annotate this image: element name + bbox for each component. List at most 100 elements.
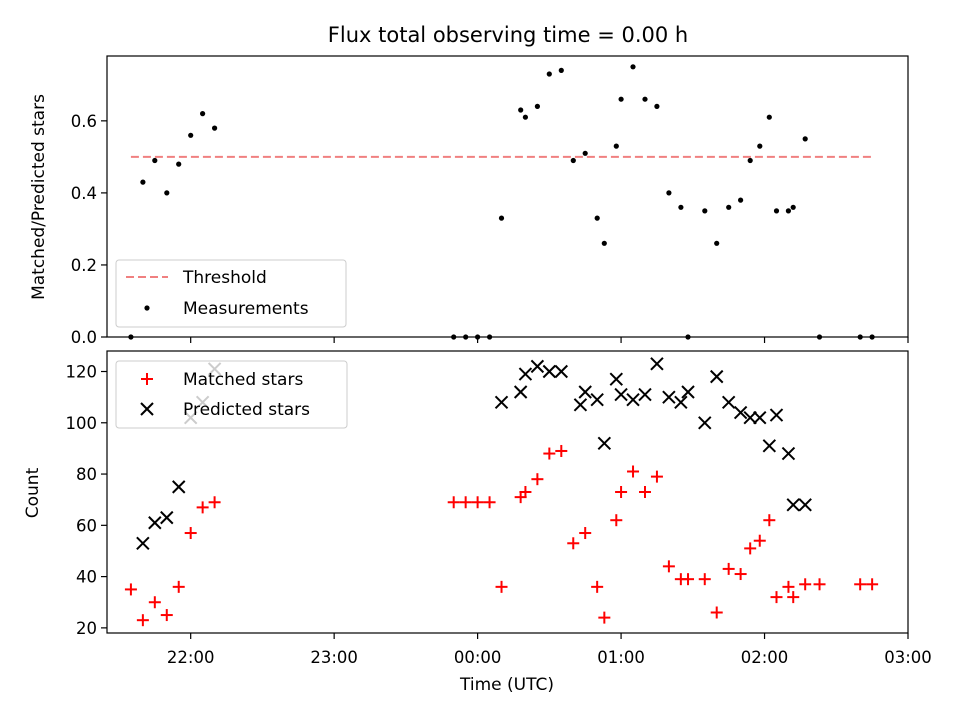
x-tick-label: 23:00: [310, 648, 358, 667]
measurement-point: [212, 125, 218, 131]
predicted-point: [781, 446, 796, 461]
measurement-point: [678, 204, 684, 210]
measurement-point: [582, 150, 588, 156]
matched-point: [615, 486, 628, 498]
predicted-point: [597, 436, 612, 450]
predicted-point: [798, 498, 812, 512]
matched-point: [555, 444, 568, 457]
predicted-point: [609, 372, 623, 386]
predicted-point: [614, 387, 628, 402]
count-y-ticks: 20 40 60 80 100 120: [66, 363, 107, 638]
measurement-point: [790, 204, 796, 210]
predicted-point: [554, 364, 569, 379]
matched-point: [196, 501, 209, 514]
matched-point: [710, 606, 723, 619]
measurement-point: [773, 208, 780, 214]
measurement-point: [654, 103, 660, 109]
matched-point: [184, 527, 197, 540]
x-tick-label: 22:00: [167, 648, 215, 667]
matched-point: [753, 534, 766, 547]
ratio-x-ticks: [190, 337, 909, 343]
measurement-point: [188, 132, 194, 138]
matched-point: [770, 591, 783, 604]
matched-point: [471, 496, 484, 509]
matched-point: [763, 514, 776, 527]
measurement-point: [164, 190, 170, 196]
legend-matched-swatch: [141, 373, 153, 385]
matched-point: [866, 578, 879, 591]
x-tick-label: 00:00: [454, 648, 502, 667]
measurement-point: [747, 157, 753, 164]
measurement-point: [726, 204, 732, 210]
predicted-point: [769, 408, 784, 422]
legend-matched-label: Matched stars: [183, 370, 303, 390]
predicted-point: [590, 393, 604, 407]
matched-point: [567, 537, 580, 550]
matched-point: [627, 465, 640, 478]
matched-point: [662, 560, 675, 573]
predicted-point: [638, 387, 652, 402]
measurement-point: [738, 197, 744, 203]
measurement-point: [140, 179, 146, 185]
count-axes-frame: [106, 350, 909, 634]
matched-point: [160, 609, 173, 622]
predicted-point: [743, 410, 757, 425]
count-y-tick-label: 20: [76, 619, 97, 638]
legend-predicted-swatch: [140, 402, 154, 416]
matched-point: [531, 473, 544, 486]
legend-measurements-swatch: [144, 305, 150, 311]
matched-point: [744, 542, 757, 555]
ratio-y-tick-label: 0.6: [71, 112, 97, 131]
matched-point: [148, 596, 161, 609]
count-y-tick-label: 80: [76, 465, 97, 484]
measurement-point: [802, 136, 808, 142]
count-legend-box: [115, 360, 348, 429]
matched-point: [854, 578, 867, 591]
measurement-point: [176, 161, 182, 167]
matched-point: [813, 578, 826, 591]
matched-point: [591, 580, 604, 593]
matched-point: [172, 580, 185, 593]
matched-point: [787, 591, 800, 604]
predicted-point: [542, 364, 557, 379]
matched-point: [519, 486, 532, 498]
ratio-y-ticks: 0.0 0.2 0.4 0.6: [71, 112, 107, 347]
ratio-y-label: Matched/Predicted stars: [29, 94, 49, 300]
measurement-point: [534, 103, 541, 109]
measurement-point: [518, 107, 524, 113]
predicted-point: [710, 369, 724, 384]
count-y-tick-label: 120: [66, 363, 98, 382]
ratio-panel: 0.0 0.2 0.4 0.6 Matched/Predicted stars Thr…: [29, 55, 909, 347]
matched-point: [698, 573, 711, 586]
measurement-point: [594, 215, 600, 221]
predicted-point: [698, 416, 712, 430]
matched-point: [459, 496, 472, 509]
count-legend: Matched stars Predicted stars: [115, 360, 348, 429]
count-y-tick-label: 100: [66, 414, 98, 433]
legend-predicted-label: Predicted stars: [183, 400, 310, 420]
matched-point: [722, 562, 735, 575]
measurement-point: [714, 240, 720, 246]
chart-title: Flux total observing time = 0.00 h: [328, 23, 688, 47]
legend-measurements-label: Measurements: [183, 299, 309, 319]
matched-point: [782, 580, 795, 593]
measurement-point: [766, 114, 772, 120]
predicted-point: [136, 536, 150, 550]
predicted-point: [626, 393, 640, 407]
count-y-label: Count: [23, 467, 43, 518]
matched-point: [650, 470, 663, 483]
matched-point: [136, 614, 149, 627]
measurement-point: [601, 240, 607, 246]
x-tick-label: 01:00: [597, 648, 645, 667]
measurement-point: [618, 96, 624, 102]
measurement-point: [558, 67, 564, 73]
ratio-y-tick-label: 0.4: [71, 184, 97, 203]
predicted-point: [681, 385, 695, 399]
measurement-point: [757, 143, 763, 149]
matched-point: [483, 496, 496, 509]
matched-point: [598, 611, 611, 624]
predicted-point: [494, 395, 509, 409]
predicted-point: [721, 395, 736, 409]
matched-point: [682, 573, 695, 586]
